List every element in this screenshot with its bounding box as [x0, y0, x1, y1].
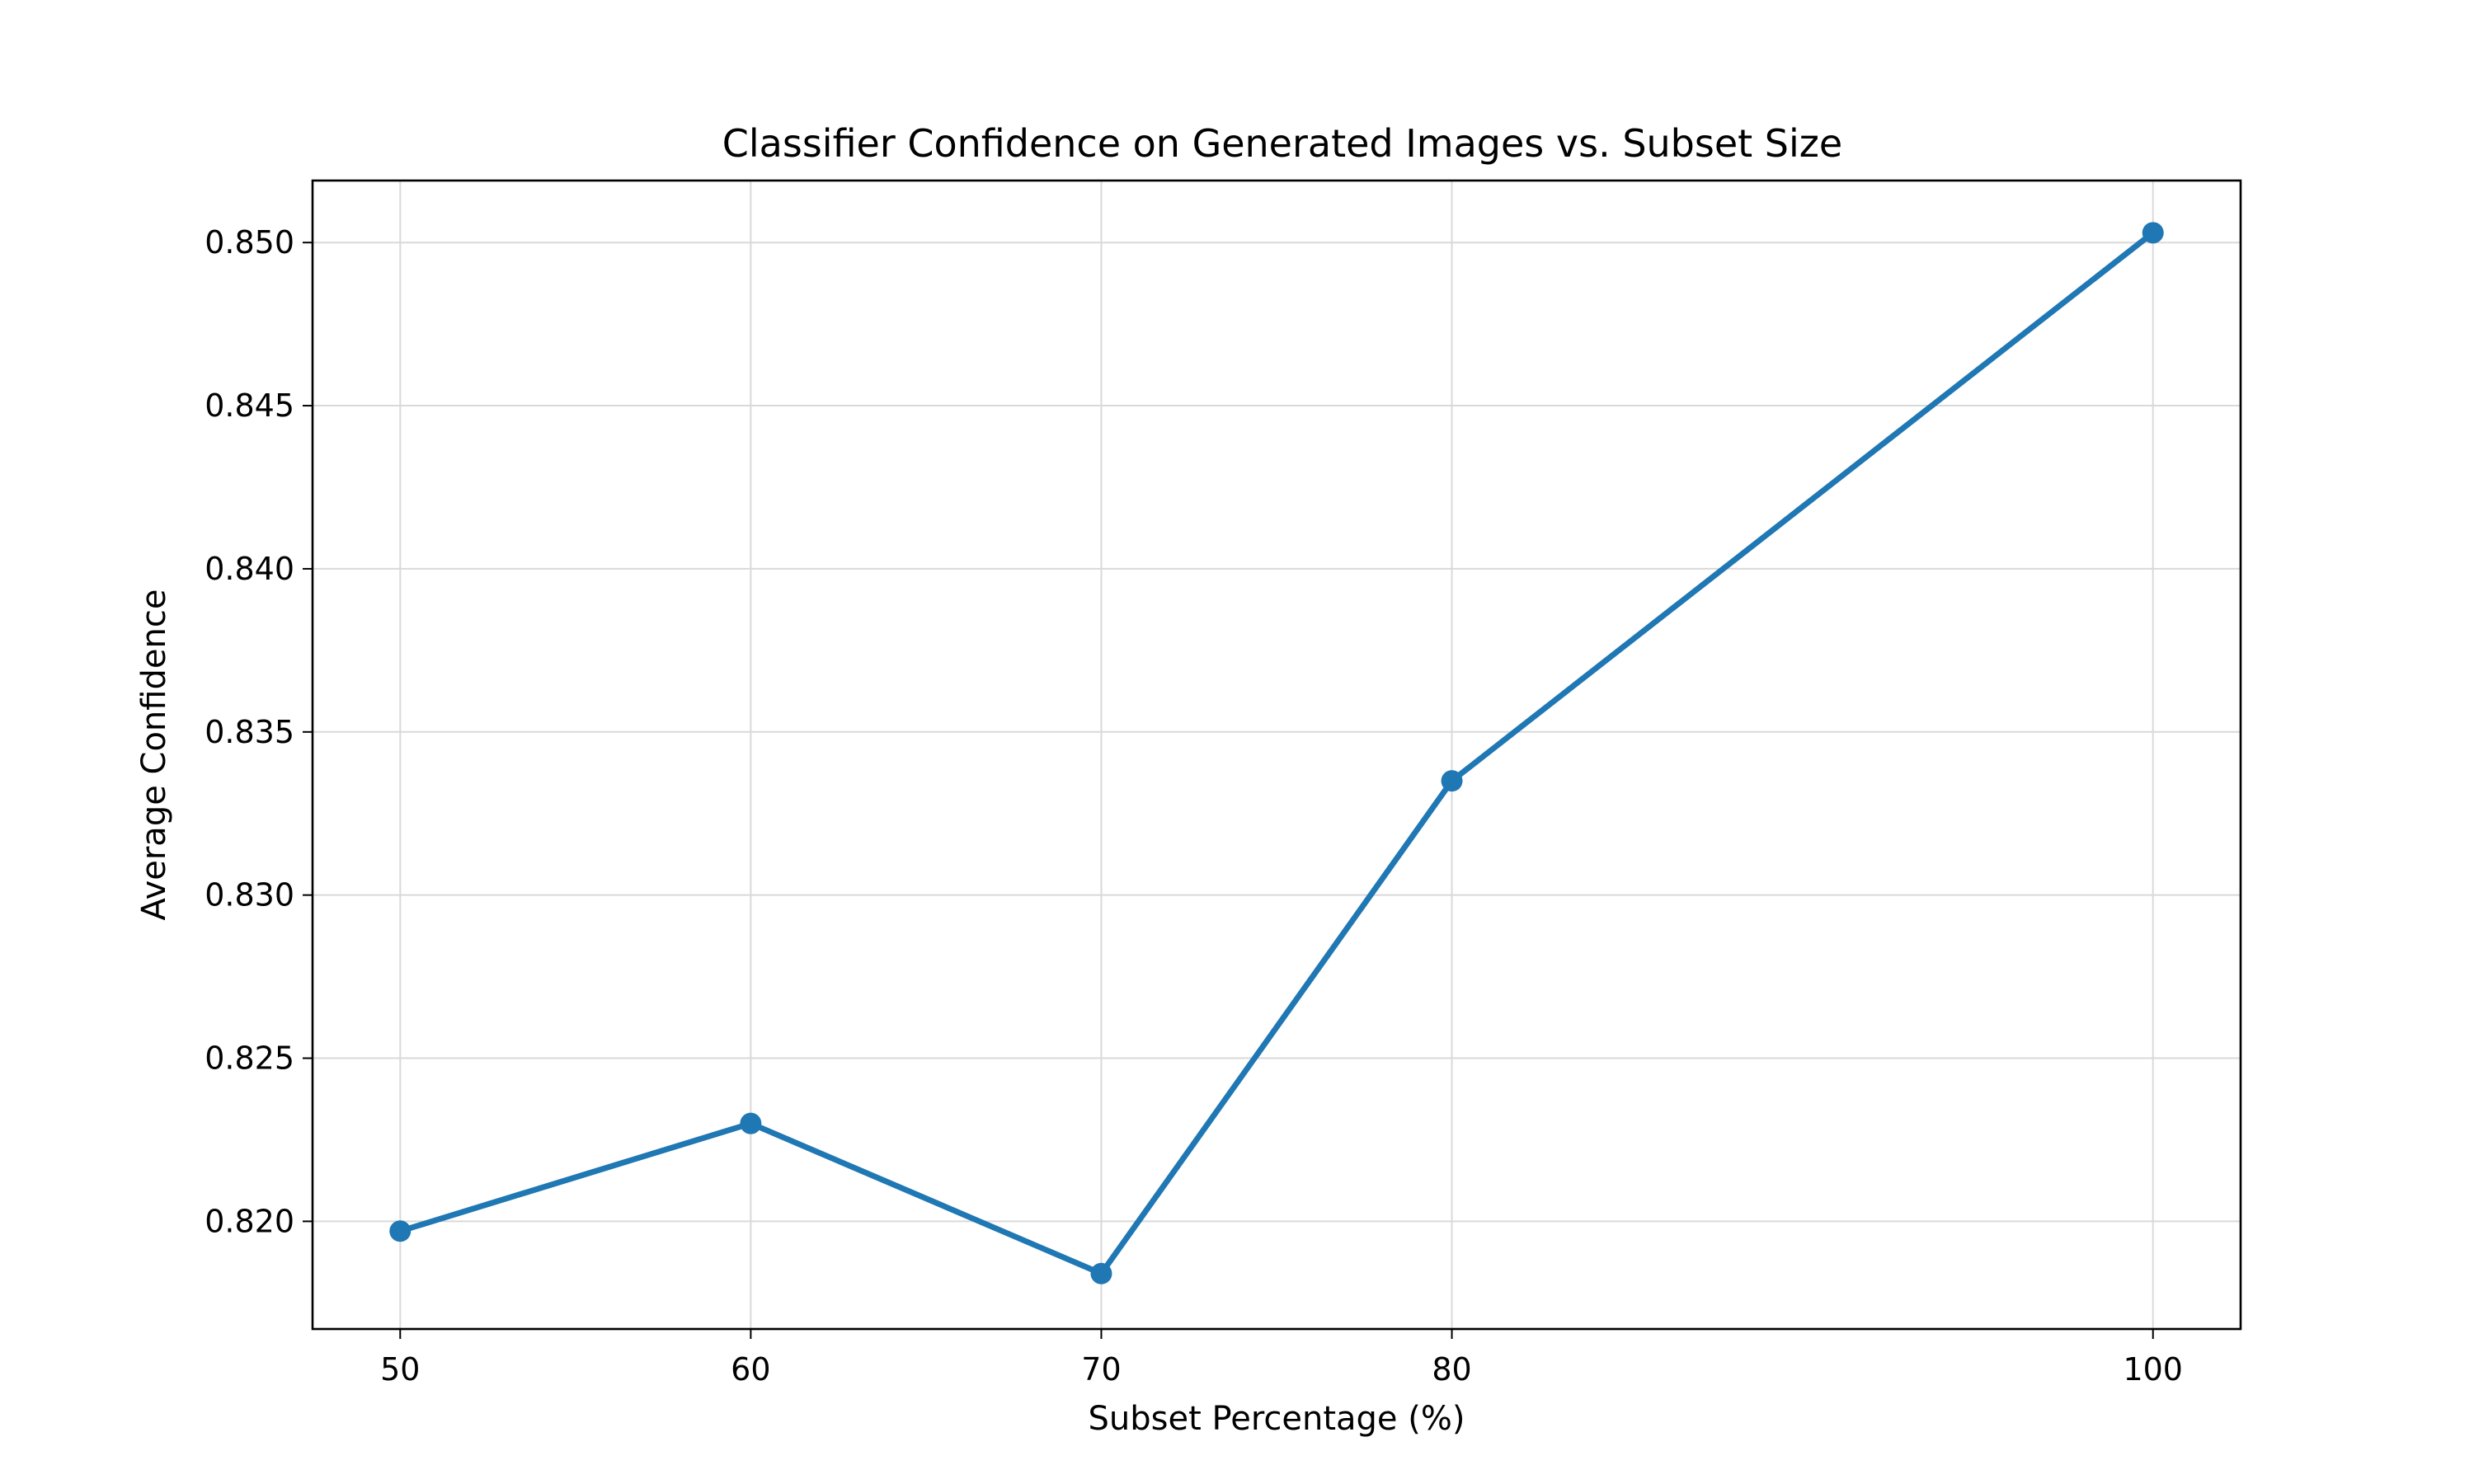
data-point	[740, 1112, 762, 1134]
y-axis-label: Average Confidence	[135, 589, 173, 921]
data-point	[1090, 1262, 1112, 1284]
series-layer	[389, 222, 2164, 1284]
y-tick-label: 0.845	[205, 387, 294, 424]
chart-title: Classifier Confidence on Generated Image…	[722, 121, 1842, 166]
data-point	[1441, 770, 1463, 792]
y-tick-label: 0.830	[205, 877, 294, 913]
plot-frame	[311, 179, 2242, 1331]
y-tick-label: 0.820	[205, 1203, 294, 1239]
axis-ticks: 50 60 70 80 100 0.820 0.825 0.830 0.835 0.840 0.84…	[205, 224, 2183, 1388]
x-tick-label: 50	[380, 1351, 420, 1388]
x-tick-label: 100	[2123, 1351, 2183, 1388]
y-tick-label: 0.825	[205, 1040, 294, 1077]
y-tick-label: 0.840	[205, 551, 294, 587]
data-point	[389, 1220, 412, 1242]
y-tick-label: 0.850	[205, 224, 294, 261]
x-tick-label: 70	[1081, 1351, 1121, 1388]
grid	[313, 181, 2241, 1329]
x-tick-label: 80	[1432, 1351, 1471, 1388]
x-tick-label: 60	[731, 1351, 770, 1388]
series-line	[397, 229, 2157, 1277]
x-axis-label: Subset Percentage (%)	[1089, 1400, 1465, 1438]
y-tick-label: 0.835	[205, 714, 294, 750]
data-point	[2142, 222, 2164, 244]
